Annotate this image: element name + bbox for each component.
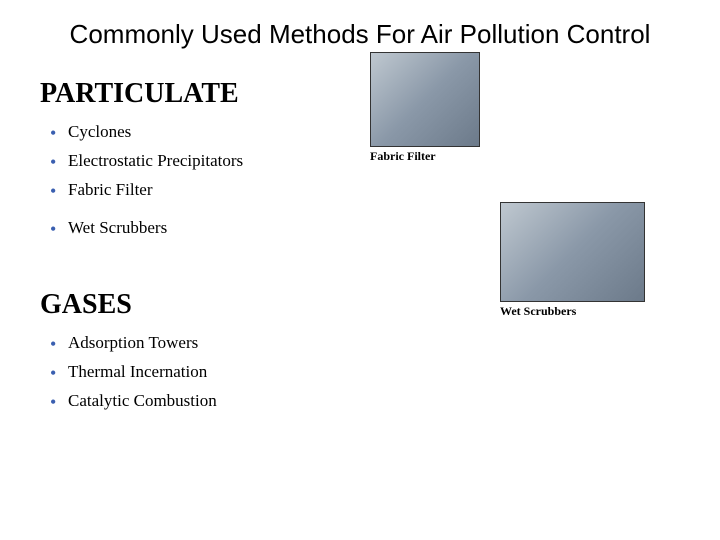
gases-list: Adsorption Towers Thermal Incernation Ca… bbox=[40, 329, 680, 416]
list-item: Catalytic Combustion bbox=[68, 387, 680, 416]
particulate-list-a: Cyclones Electrostatic Precipitators Fab… bbox=[40, 118, 680, 205]
list-item: Cyclones bbox=[68, 118, 680, 147]
list-item: Fabric Filter bbox=[68, 176, 680, 205]
list-item: Adsorption Towers bbox=[68, 329, 680, 358]
particulate-heading: PARTICULATE bbox=[40, 78, 680, 110]
wet-scrubbers-caption: Wet Scrubbers bbox=[500, 304, 640, 319]
slide-title: Commonly Used Methods For Air Pollution … bbox=[0, 0, 720, 52]
list-item: Electrostatic Precipitators bbox=[68, 147, 680, 176]
list-item: Thermal Incernation bbox=[68, 358, 680, 387]
slide-content: Fabric Filter Wet Scrubbers PARTICULATE … bbox=[0, 52, 720, 416]
particulate-list-b: Wet Scrubbers bbox=[40, 214, 680, 243]
list-item: Wet Scrubbers bbox=[68, 214, 680, 243]
